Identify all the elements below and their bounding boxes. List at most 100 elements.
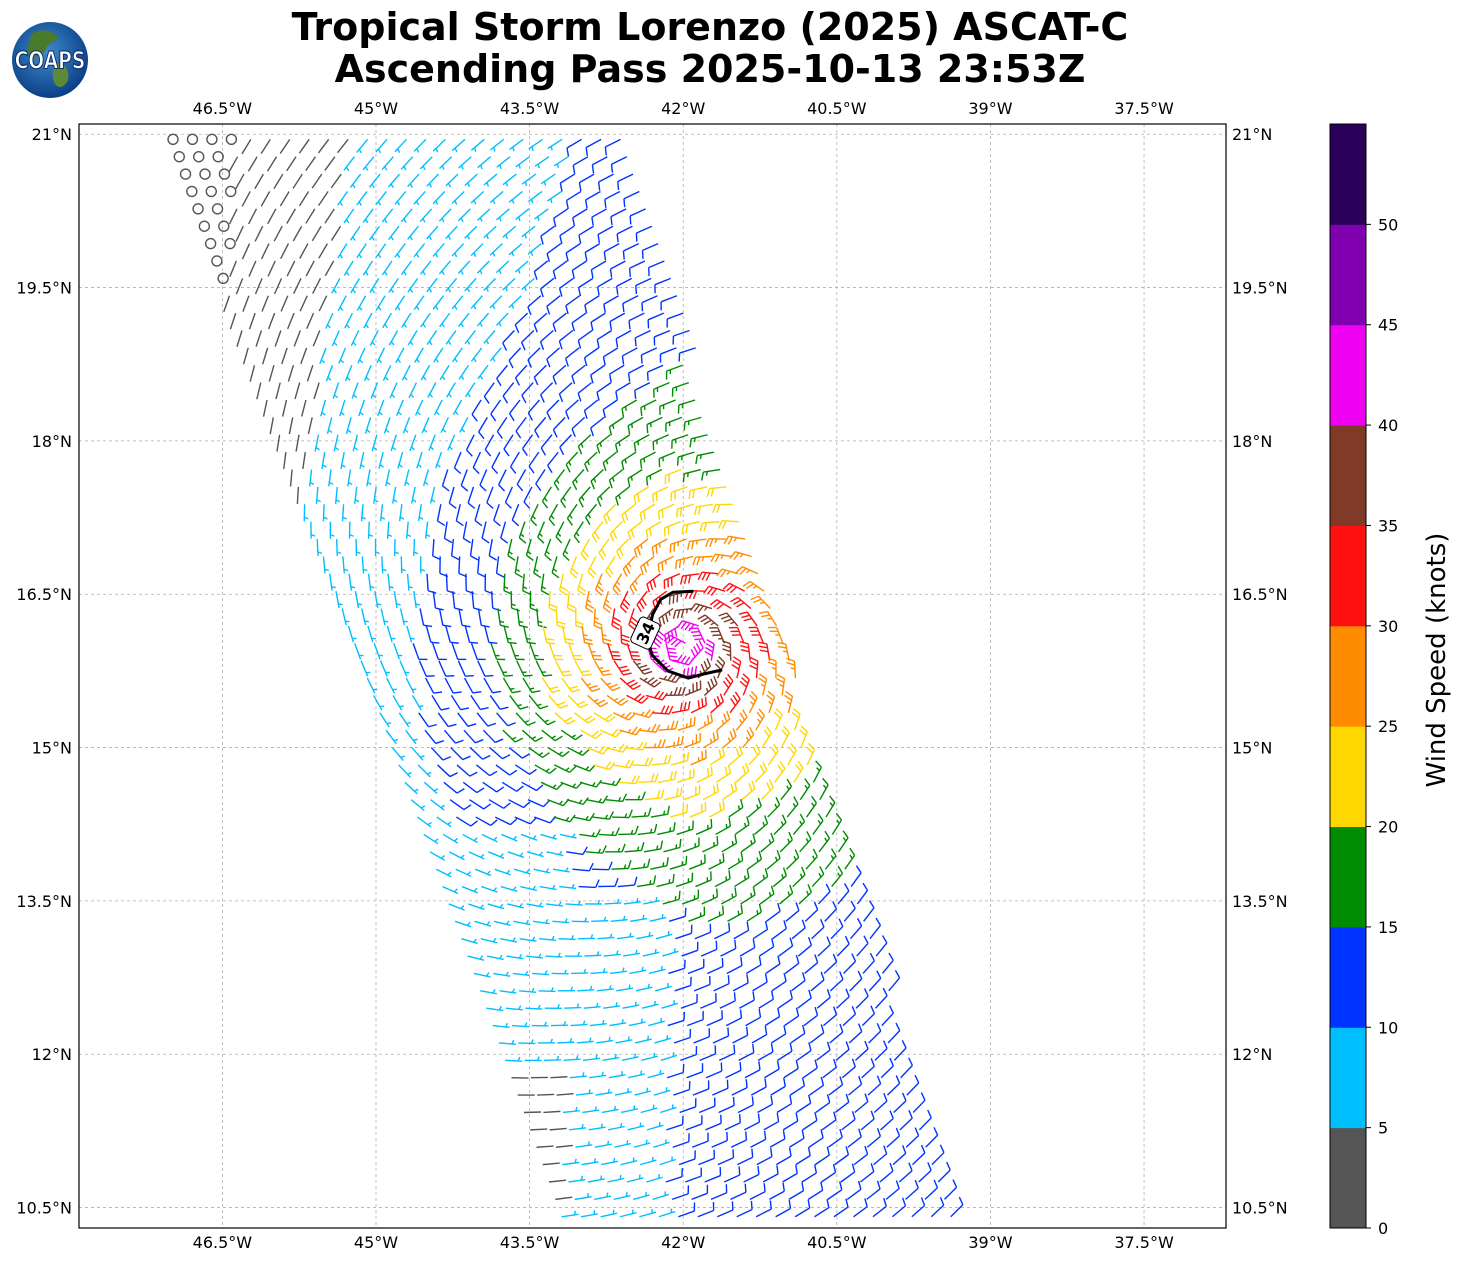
wind-barb <box>461 885 479 894</box>
wind-barb <box>647 312 665 329</box>
wind-barb <box>789 1077 806 1096</box>
wind-barb <box>853 1145 869 1166</box>
wind-barb <box>352 434 359 452</box>
wind-barb <box>816 1041 831 1061</box>
wind-barb <box>255 330 263 347</box>
wind-barb <box>563 1055 581 1062</box>
wind-barb <box>443 521 453 544</box>
wind-barb <box>717 1149 735 1166</box>
wind-barb <box>398 504 405 522</box>
wind-barb <box>692 555 713 566</box>
wind-barb <box>741 780 756 801</box>
wind-barb <box>420 364 431 381</box>
wind-barb <box>534 208 549 221</box>
wind-barb <box>385 469 391 487</box>
wind-barb <box>861 1058 875 1079</box>
wind-barb <box>651 538 668 556</box>
wind-barb <box>569 1072 587 1079</box>
wind-barb <box>393 643 403 660</box>
wind-barb <box>528 451 540 474</box>
wind-barb <box>436 504 446 527</box>
wind-barb <box>698 1097 716 1114</box>
wind-barb <box>369 330 379 346</box>
wind-barb <box>559 434 572 456</box>
wind-barb <box>287 312 295 330</box>
wind-barb <box>379 660 390 677</box>
colorbar-bin <box>1330 726 1366 828</box>
wind-barb <box>670 803 689 818</box>
axis-ticks: 46.5°W 46.5°W 45°W 45°W 43.5°W 43.5°W 42°W 42°W… <box>16 99 1287 1252</box>
wind-barb <box>496 208 510 222</box>
wind-barb <box>699 520 720 532</box>
wind-barb <box>717 519 740 530</box>
wind-barb <box>598 827 620 837</box>
wind-barb <box>629 573 642 595</box>
wind-barb <box>562 1106 580 1114</box>
lat-tick-label-right: 15°N <box>1232 739 1272 758</box>
wind-barb <box>260 243 270 260</box>
wind-barb <box>224 237 236 250</box>
wind-barb <box>565 451 579 473</box>
wind-barb <box>750 595 771 610</box>
wind-barb <box>425 677 443 694</box>
wind-barb <box>497 608 509 628</box>
wind-barb <box>503 625 517 645</box>
wind-barb <box>486 1005 504 1012</box>
wind-barb <box>509 451 520 474</box>
wind-barb <box>856 935 869 957</box>
wind-barb <box>924 1179 939 1200</box>
wind-barb <box>689 602 713 614</box>
wind-barb <box>496 712 516 727</box>
wind-barb <box>518 521 527 544</box>
wind-barb <box>527 399 540 421</box>
wind-barb <box>616 225 633 243</box>
wind-barb <box>206 133 218 146</box>
wind-barb <box>611 860 632 870</box>
wind-barb <box>831 812 843 835</box>
wind-barb <box>937 1161 951 1183</box>
wind-barb <box>893 1092 907 1113</box>
wind-barb <box>500 885 518 892</box>
wind-barb <box>508 747 531 759</box>
wind-barb <box>429 486 436 504</box>
wind-barb <box>696 766 713 783</box>
wind-barb <box>475 816 498 827</box>
wind-barb <box>376 347 386 364</box>
wind-barb <box>868 1022 882 1044</box>
wind-barb <box>483 330 496 345</box>
wind-barb <box>269 417 274 435</box>
wind-barb <box>856 882 869 905</box>
wind-barb <box>429 851 446 861</box>
wind-barb <box>398 764 412 778</box>
wind-barb <box>754 815 769 835</box>
wind-barb <box>650 857 669 870</box>
wind-barb <box>774 761 786 783</box>
wind-barb <box>362 260 374 276</box>
wind-barb <box>445 573 456 595</box>
wind-barb <box>305 208 316 224</box>
wind-barb <box>519 936 537 942</box>
wind-barb <box>495 556 505 578</box>
wind-barb <box>341 608 350 626</box>
wind-barb <box>553 156 569 169</box>
wind-barb <box>875 987 888 1009</box>
wind-barb <box>515 764 537 775</box>
wind-barb <box>633 538 649 558</box>
wind-barb <box>522 573 531 596</box>
wind-barb <box>805 848 818 870</box>
wind-barb <box>591 521 604 543</box>
wind-barb <box>873 1145 888 1166</box>
wind-barb <box>419 260 432 276</box>
wind-barb <box>594 1140 612 1148</box>
wind-barb <box>733 921 750 940</box>
wind-barb <box>632 660 653 675</box>
wind-barb <box>193 151 205 163</box>
wind-barb <box>260 191 271 207</box>
wind-barb <box>432 190 446 206</box>
wind-barb <box>698 1149 715 1166</box>
wind-barb <box>716 568 739 578</box>
wind-barb <box>666 1116 684 1131</box>
wind-barb <box>576 1089 594 1096</box>
wind-barb <box>623 949 641 957</box>
wind-barb <box>685 1115 703 1131</box>
